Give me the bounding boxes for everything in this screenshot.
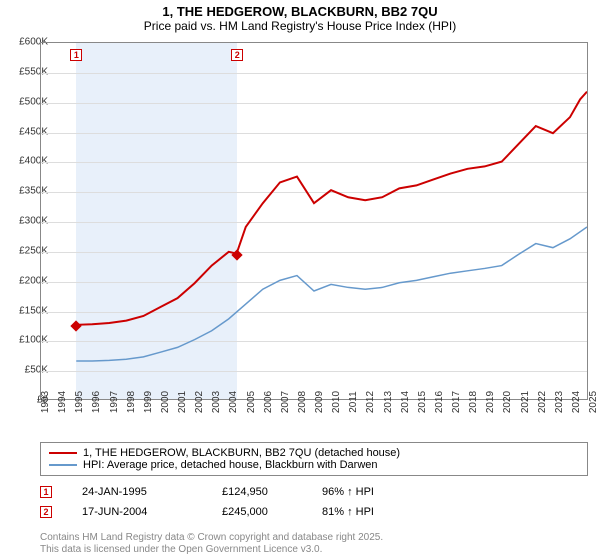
x-axis-tick: 1994 bbox=[57, 391, 68, 413]
x-axis-tick: 2018 bbox=[468, 391, 479, 413]
x-axis-tick: 1999 bbox=[143, 391, 154, 413]
x-axis-tick: 2017 bbox=[451, 391, 462, 413]
transaction-date: 24-JAN-1995 bbox=[82, 486, 222, 498]
x-axis-tick: 2009 bbox=[314, 391, 325, 413]
x-axis-tick: 2019 bbox=[485, 391, 496, 413]
x-axis-tick: 2010 bbox=[331, 391, 342, 413]
x-axis-tick: 2005 bbox=[246, 391, 257, 413]
x-axis-tick: 2008 bbox=[297, 391, 308, 413]
chart-series-line bbox=[76, 227, 587, 361]
x-axis-tick: 1996 bbox=[91, 391, 102, 413]
x-axis-tick: 2004 bbox=[228, 391, 239, 413]
x-axis-tick: 2020 bbox=[502, 391, 513, 413]
x-axis-tick: 2011 bbox=[348, 391, 359, 413]
x-axis-tick: 2000 bbox=[160, 391, 171, 413]
transaction-price: £124,950 bbox=[222, 486, 322, 498]
chart-subtitle: Price paid vs. HM Land Registry's House … bbox=[0, 19, 600, 37]
legend-row: HPI: Average price, detached house, Blac… bbox=[49, 459, 579, 471]
x-axis-tick: 2006 bbox=[263, 391, 274, 413]
x-axis-tick: 2025 bbox=[588, 391, 599, 413]
x-axis-tick: 2024 bbox=[571, 391, 582, 413]
transaction-row: 1 24-JAN-1995£124,95096% ↑ HPI bbox=[40, 486, 588, 498]
x-axis-tick: 2014 bbox=[400, 391, 411, 413]
transaction-marker-1: 1 bbox=[70, 49, 82, 61]
x-axis-tick: 2001 bbox=[177, 391, 188, 413]
x-axis-tick: 1995 bbox=[74, 391, 85, 413]
x-axis-tick: 1993 bbox=[40, 391, 51, 413]
transaction-pct: 81% ↑ HPI bbox=[322, 506, 422, 518]
chart-legend: 1, THE HEDGEROW, BLACKBURN, BB2 7QU (det… bbox=[40, 442, 588, 476]
x-axis-tick: 2016 bbox=[434, 391, 445, 413]
x-axis-tick: 2002 bbox=[194, 391, 205, 413]
x-axis-tick: 2013 bbox=[383, 391, 394, 413]
legend-row: 1, THE HEDGEROW, BLACKBURN, BB2 7QU (det… bbox=[49, 447, 579, 459]
x-axis-tick: 2012 bbox=[365, 391, 376, 413]
x-axis-tick: 2023 bbox=[554, 391, 565, 413]
x-axis-tick: 1998 bbox=[126, 391, 137, 413]
x-axis-tick: 2022 bbox=[537, 391, 548, 413]
transaction-row-marker: 2 bbox=[40, 506, 52, 518]
chart-title: 1, THE HEDGEROW, BLACKBURN, BB2 7QU bbox=[0, 0, 600, 19]
footer-attribution: Contains HM Land Registry data © Crown c… bbox=[40, 532, 383, 556]
chart-series-line bbox=[76, 92, 587, 325]
transaction-marker-2: 2 bbox=[231, 49, 243, 61]
x-axis-tick: 1997 bbox=[109, 391, 120, 413]
x-axis-tick: 2003 bbox=[211, 391, 222, 413]
x-axis-tick: 2015 bbox=[417, 391, 428, 413]
transaction-pct: 96% ↑ HPI bbox=[322, 486, 422, 498]
x-axis-tick: 2007 bbox=[280, 391, 291, 413]
transaction-row-marker: 1 bbox=[40, 486, 52, 498]
x-axis-tick: 2021 bbox=[520, 391, 531, 413]
transaction-price: £245,000 bbox=[222, 506, 322, 518]
transaction-date: 17-JUN-2004 bbox=[82, 506, 222, 518]
chart-plot-area: 12 bbox=[40, 42, 588, 400]
transaction-row: 2 17-JUN-2004£245,00081% ↑ HPI bbox=[40, 506, 588, 518]
